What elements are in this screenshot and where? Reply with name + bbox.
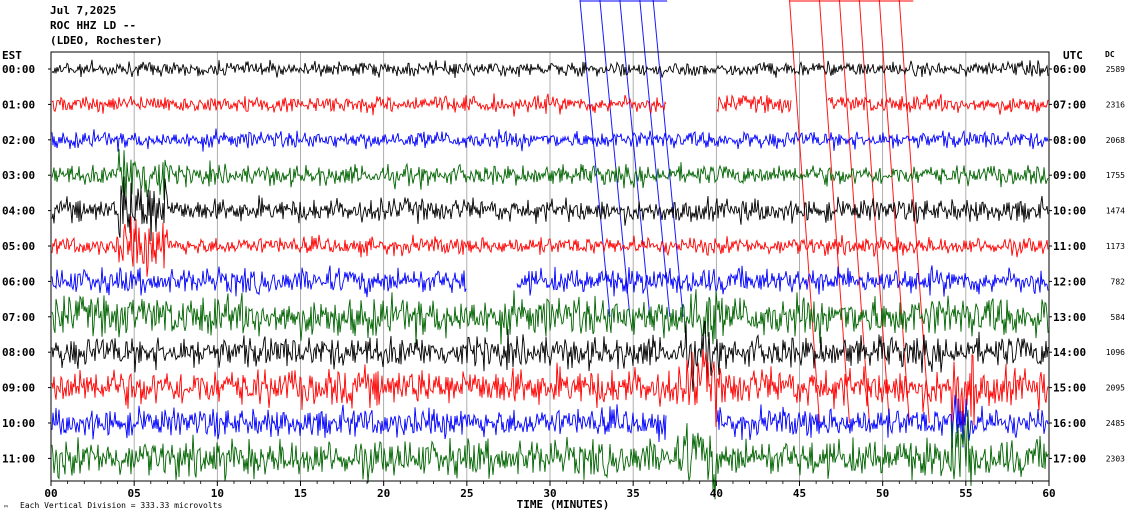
dc-value: 1173 xyxy=(1106,242,1125,251)
x-tick-label: 50 xyxy=(876,487,889,500)
dc-value: 1474 xyxy=(1106,207,1125,216)
x-tick-label: 60 xyxy=(1042,487,1055,500)
utc-row-label: 07:00 xyxy=(1053,98,1086,111)
x-axis: 00 05 10 15 20 25 30 35 40 45 50 55 60 xyxy=(44,481,1056,500)
trace-0000 xyxy=(51,59,1049,79)
utc-row-label: 11:00 xyxy=(1053,240,1086,253)
x-tick-label: 15 xyxy=(294,487,307,500)
trace-0700 xyxy=(51,289,1049,345)
est-row-label: 02:00 xyxy=(2,134,35,147)
event-marker-line xyxy=(579,0,611,317)
x-tick-label: 30 xyxy=(543,487,556,500)
utc-row-label: 15:00 xyxy=(1053,382,1086,395)
dc-value: 2095 xyxy=(1106,384,1125,393)
est-row-label: 11:00 xyxy=(2,452,35,465)
est-row-label: 00:00 xyxy=(2,63,35,76)
dc-value: 782 xyxy=(1111,277,1126,286)
x-tick-label: 20 xyxy=(377,487,390,500)
trace-1100 xyxy=(51,409,1049,500)
utc-row-label: 08:00 xyxy=(1053,134,1086,147)
x-tick-label: 10 xyxy=(211,487,224,500)
seismic-traces xyxy=(51,59,1049,500)
event-marker-line xyxy=(639,0,671,317)
footnote-mark: ᴹ xyxy=(4,504,8,512)
x-tick-label: 45 xyxy=(793,487,806,500)
event-marker-line xyxy=(619,0,651,317)
header-date: Jul 7,2025 xyxy=(50,4,117,17)
x-tick-label: 55 xyxy=(959,487,972,500)
header-station: ROC HHZ LD -- xyxy=(50,19,137,32)
event-marker-line xyxy=(652,0,684,317)
dc-value: 1755 xyxy=(1106,171,1125,180)
est-row-label: 10:00 xyxy=(2,417,35,430)
dc-value: 1096 xyxy=(1106,348,1125,357)
dc-value: 2589 xyxy=(1106,65,1125,74)
utc-row-label: 12:00 xyxy=(1053,275,1086,288)
est-row-label: 01:00 xyxy=(2,98,35,111)
utc-row-label: 06:00 xyxy=(1053,63,1086,76)
x-tick-label: 25 xyxy=(460,487,473,500)
utc-row-label: 10:00 xyxy=(1053,205,1086,218)
dc-label: DC xyxy=(1105,50,1115,59)
est-row-label: 08:00 xyxy=(2,346,35,359)
header-network: (LDEO, Rochester) xyxy=(50,34,163,47)
utc-row-label: 09:00 xyxy=(1053,169,1086,182)
trace-0400 xyxy=(51,176,1049,242)
dc-value: 2485 xyxy=(1106,419,1125,428)
x-tick-label: 40 xyxy=(710,487,723,500)
grid-lines xyxy=(133,52,967,481)
utc-row-label: 13:00 xyxy=(1053,311,1086,324)
utc-row-label: 17:00 xyxy=(1053,452,1086,465)
x-tick-label: 35 xyxy=(627,487,640,500)
trace-1000 xyxy=(51,394,1049,448)
trace-0200 xyxy=(51,128,1049,152)
est-row-label: 03:00 xyxy=(2,169,35,182)
trace-0900 xyxy=(51,349,1049,427)
footnote: Each Vertical Division = 333.33 microvol… xyxy=(20,501,222,510)
event-marker-line xyxy=(599,0,631,317)
x-tick-label: 05 xyxy=(128,487,141,500)
trace-0100 xyxy=(51,93,1049,117)
utc-row-label: 14:00 xyxy=(1053,346,1086,359)
est-row-label: 06:00 xyxy=(2,275,35,288)
trace-0800 xyxy=(51,320,1049,392)
est-label: EST xyxy=(2,49,22,62)
utc-row-label: 16:00 xyxy=(1053,417,1086,430)
est-row-label: 07:00 xyxy=(2,311,35,324)
trace-0300 xyxy=(51,148,1049,200)
dc-value: 2303 xyxy=(1106,454,1125,463)
x-axis-title: TIME (MINUTES) xyxy=(517,498,610,511)
est-row-label: 05:00 xyxy=(2,240,35,253)
x-tick-label: 00 xyxy=(44,487,57,500)
dc-value: 584 xyxy=(1111,313,1126,322)
dc-value: 2316 xyxy=(1106,100,1125,109)
dc-value: 2068 xyxy=(1106,136,1125,145)
trace-0600 xyxy=(51,265,1049,298)
est-row-label: 09:00 xyxy=(2,382,35,395)
est-row-label: 04:00 xyxy=(2,205,35,218)
row-labels: 00:00 06:00 2589 01:00 07:00 2316 02:00 08:00 20… xyxy=(2,63,1125,465)
event-marker-line xyxy=(878,0,910,424)
trace-0500 xyxy=(51,216,1049,277)
utc-label: UTC xyxy=(1063,49,1083,62)
